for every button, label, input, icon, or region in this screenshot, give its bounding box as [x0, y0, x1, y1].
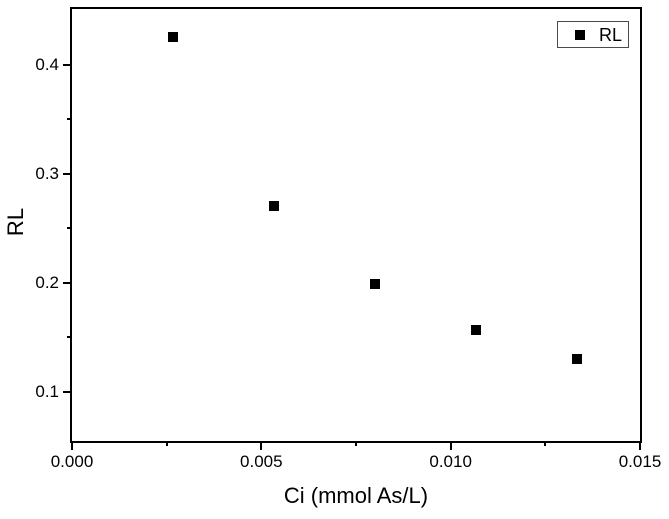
y-axis-major-tick	[63, 172, 72, 175]
x-axis-major-tick	[260, 441, 263, 450]
y-axis-minor-tick	[67, 336, 72, 339]
x-axis-tick-label: 0.015	[618, 452, 662, 471]
y-axis-minor-tick	[67, 118, 72, 121]
y-axis-tick-label: 0.4	[35, 54, 59, 74]
x-axis-tick-label: 0.005	[240, 452, 283, 471]
data-point	[370, 278, 381, 289]
y-axis-major-tick	[63, 390, 72, 393]
y-axis-minor-tick	[67, 227, 72, 230]
legend: RL	[557, 21, 629, 48]
data-point	[471, 324, 482, 335]
x-axis-major-tick	[71, 441, 73, 450]
y-axis-label: RL	[3, 207, 28, 237]
x-axis-minor-tick	[355, 441, 357, 446]
x-axis-label: Ci (mmol As/L)	[283, 483, 429, 508]
legend-square-marker-icon	[575, 29, 585, 40]
data-point	[269, 201, 280, 212]
legend-label: RL	[599, 24, 623, 45]
y-axis-tick-label: 0.3	[35, 163, 59, 183]
x-axis-major-tick	[639, 441, 641, 450]
x-axis-tick-label: 0.000	[50, 452, 94, 471]
y-axis-tick-label: 0.1	[35, 381, 59, 401]
x-axis-minor-tick	[165, 441, 168, 446]
data-point	[572, 354, 583, 365]
x-axis-minor-tick	[544, 441, 547, 446]
x-axis-major-tick	[449, 441, 452, 450]
data-point	[168, 32, 179, 43]
plot-area: RL 0.000 0.005 0.010 0.015 0.1 0.2 0.3 0.4	[35, 7, 661, 471]
y-axis-major-tick	[63, 281, 72, 284]
y-axis-major-tick	[63, 63, 72, 66]
x-axis-tick-label: 0.010	[429, 452, 472, 471]
y-axis-tick-label: 0.2	[35, 272, 59, 292]
